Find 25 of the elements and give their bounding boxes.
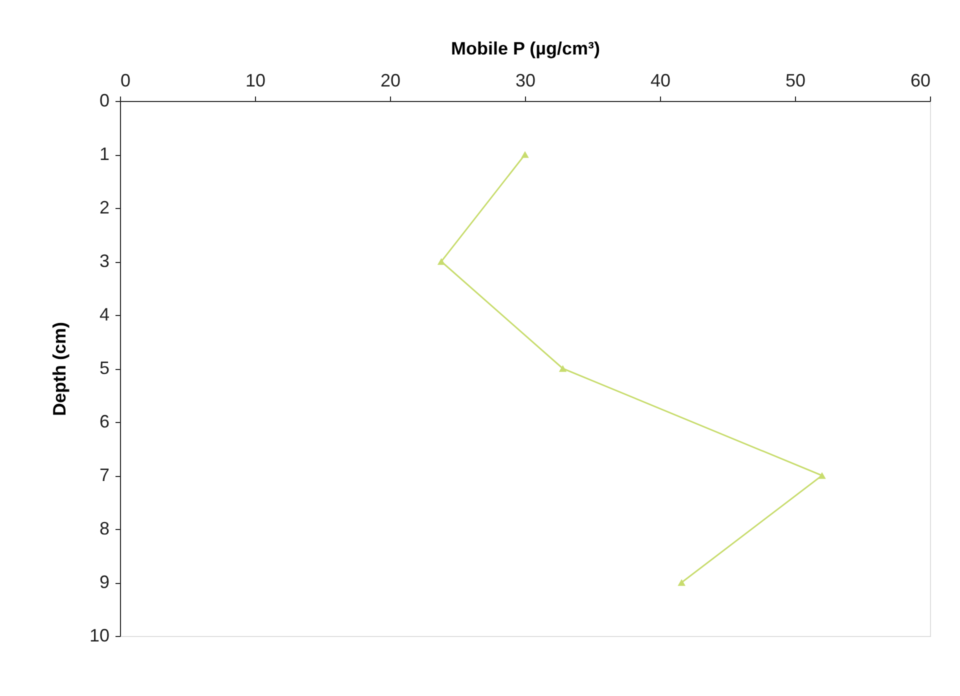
x-tick-label: 60 — [910, 70, 930, 90]
point — [437, 258, 446, 265]
y-tick-label: 1 — [99, 144, 110, 164]
y-tick-label: 10 — [89, 626, 110, 646]
point — [678, 579, 686, 586]
y-tick-label: 9 — [99, 572, 110, 592]
y-tick-label: 7 — [99, 465, 110, 485]
point — [818, 472, 826, 479]
y-tick-label: 4 — [99, 304, 110, 324]
x-tick-label: 20 — [380, 70, 401, 90]
x-tick-label: 30 — [515, 70, 536, 90]
y-tick-label: 2 — [99, 198, 110, 218]
y-axis-title: Depth (cm) — [49, 322, 70, 416]
y-tick-label: 8 — [99, 518, 110, 538]
y-tick-label: 5 — [99, 358, 110, 378]
x-tick-label: 40 — [650, 70, 671, 90]
point — [521, 151, 529, 158]
point — [558, 365, 567, 372]
x-tick-label: 10 — [245, 70, 266, 90]
y-tick-label: 6 — [99, 412, 110, 432]
y-tick-label: 3 — [99, 251, 110, 271]
x-tick-label: 0 — [120, 70, 131, 90]
y-tick-label: 0 — [99, 90, 110, 110]
x-tick-label: 50 — [785, 70, 806, 90]
x-axis-title: Mobile P (µg/cm³) — [450, 38, 600, 58]
